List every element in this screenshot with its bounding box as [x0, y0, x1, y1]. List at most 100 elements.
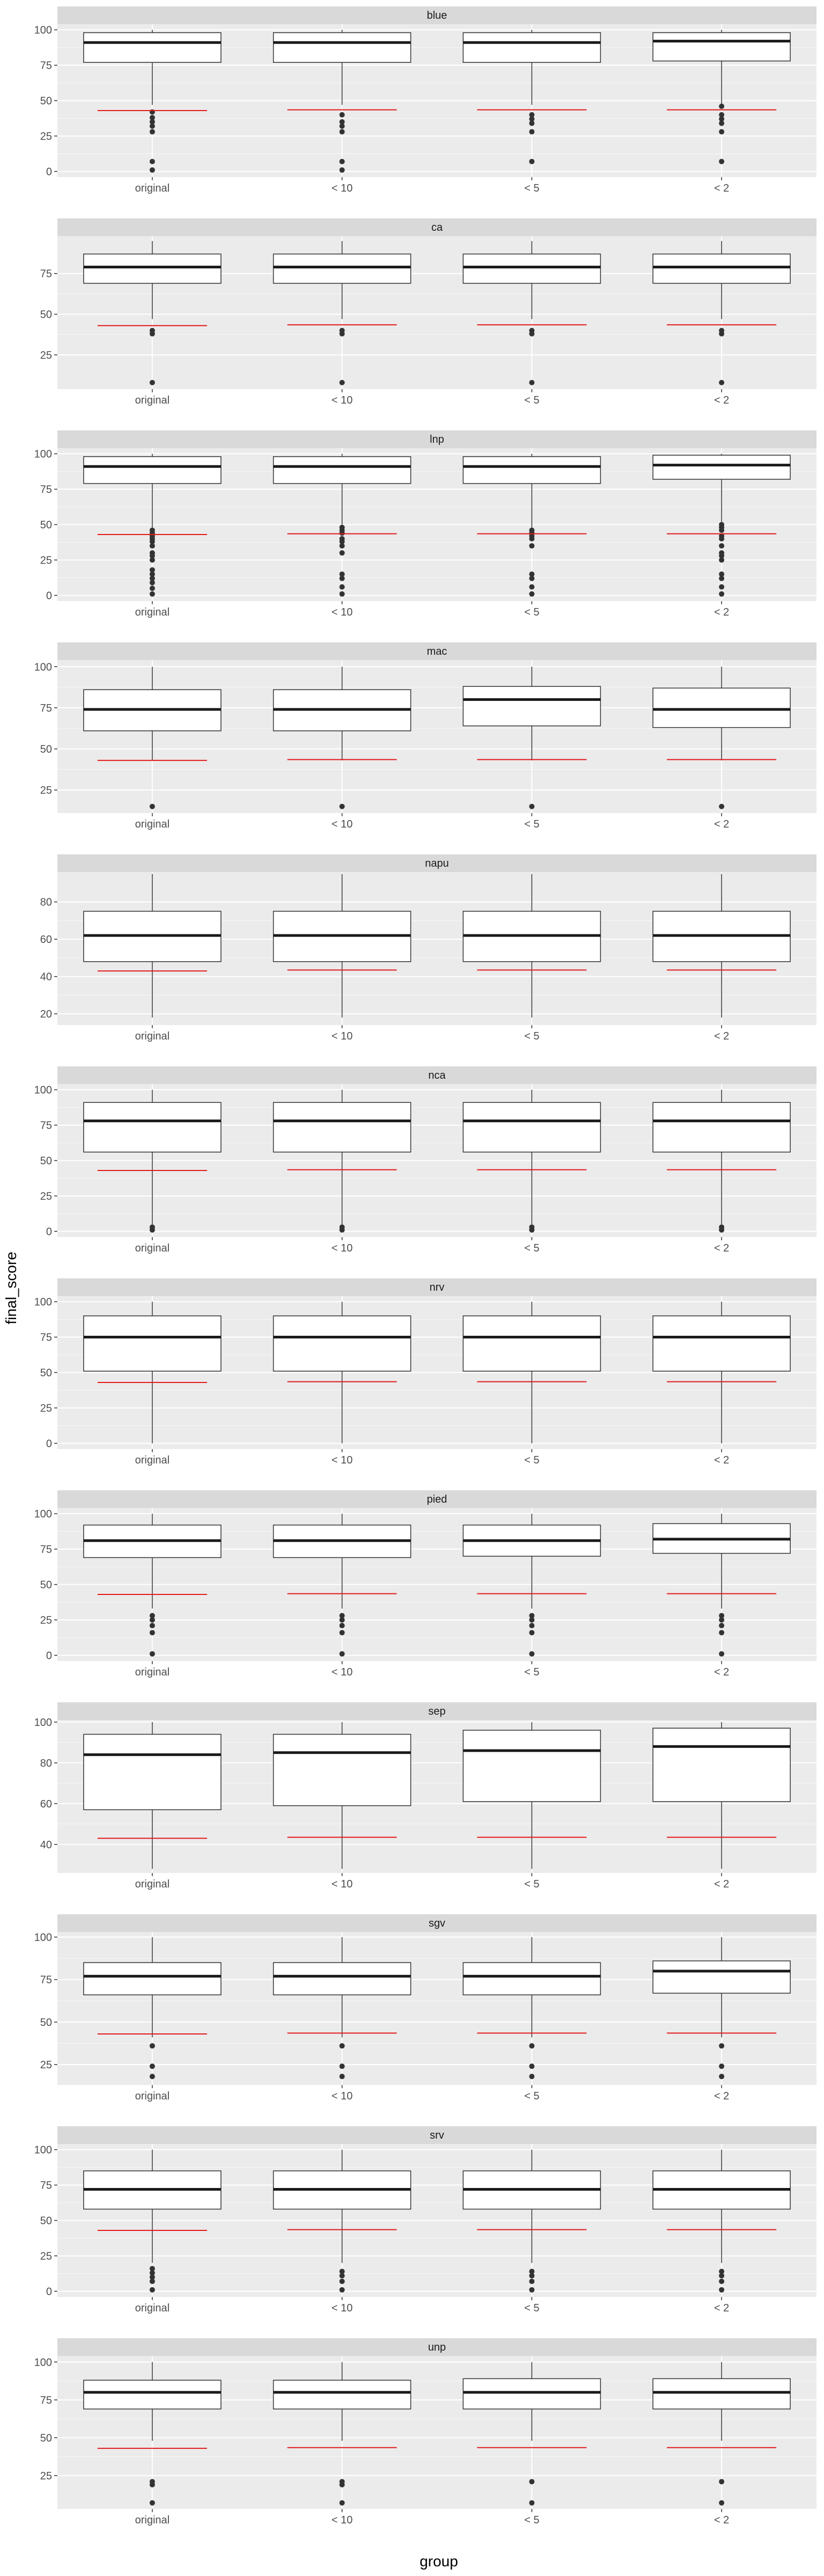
outlier-point — [339, 2074, 345, 2080]
outlier-point — [719, 1623, 725, 1629]
outlier-point — [719, 129, 725, 135]
x-tick-label: original — [135, 2514, 170, 2526]
outlier-point — [149, 553, 155, 559]
box-iqr — [273, 2380, 411, 2410]
outlier-point — [149, 567, 155, 573]
outlier-point — [529, 584, 535, 590]
outlier-point — [339, 129, 345, 135]
y-tick-label: 50 — [40, 2432, 52, 2444]
y-tick-label: 25 — [40, 1614, 52, 1626]
y-tick-label: 60 — [40, 934, 52, 946]
x-tick-label: < 2 — [714, 182, 729, 194]
outlier-point — [339, 123, 345, 129]
boxplot-5 — [462, 1513, 601, 1657]
facet-strip — [57, 1914, 816, 1932]
boxplot-5 — [462, 1301, 601, 1444]
box-iqr — [462, 1102, 601, 1153]
x-tick-label: < 10 — [332, 394, 352, 406]
box-iqr — [462, 253, 601, 284]
outlier-point — [719, 2074, 725, 2080]
boxplot-5 — [462, 1722, 601, 1869]
facet-strip-label: pied — [427, 1494, 447, 1505]
y-tick-label: 25 — [40, 130, 52, 142]
outlier-point — [719, 120, 725, 126]
x-tick-label: original — [135, 818, 170, 830]
y-tick-label: 100 — [34, 1297, 52, 1308]
outlier-point — [149, 2274, 155, 2280]
facet-strip — [57, 1702, 816, 1720]
outlier-point — [719, 575, 725, 581]
facet-strip — [57, 1278, 816, 1296]
facet-strip-label: nca — [428, 1070, 446, 1081]
outlier-point — [339, 2500, 345, 2506]
x-tick-label: original — [135, 182, 170, 194]
outlier-point — [529, 1613, 535, 1619]
outlier-point — [719, 2479, 725, 2485]
y-tick-label: 50 — [40, 1579, 52, 1591]
boxplot-10 — [273, 1513, 411, 1657]
boxplot-10 — [273, 2362, 411, 2506]
x-tick-label: < 5 — [524, 394, 539, 406]
box-iqr — [83, 1315, 222, 1372]
outlier-point — [149, 1651, 155, 1657]
facet-strip — [57, 1490, 816, 1508]
facet-strip-label: sep — [428, 1706, 445, 1717]
outlier-point — [529, 2074, 535, 2080]
outlier-point — [149, 571, 155, 577]
box-iqr — [652, 2378, 791, 2410]
facet-panels: blue 0 25 50 75 100 original < 10 < 5 < 2 ca 25 50 75… — [34, 6, 816, 2526]
outlier-point — [339, 2043, 345, 2049]
boxplot-2 — [652, 1513, 791, 1657]
x-tick-label: original — [135, 1242, 170, 1254]
outlier-point — [339, 2482, 345, 2487]
boxplot-5 — [462, 1089, 601, 1233]
x-tick-label: < 5 — [524, 1242, 539, 1254]
boxplot-original — [83, 1722, 222, 1869]
boxplot-original — [83, 1937, 222, 2080]
facet-strip-label: napu — [425, 858, 449, 869]
y-tick-label: 25 — [40, 1402, 52, 1414]
boxplot-original — [83, 453, 222, 597]
outlier-point — [719, 557, 725, 563]
y-tick-label: 50 — [40, 2017, 52, 2029]
outlier-point — [719, 1227, 725, 1233]
boxplot-original — [83, 667, 222, 809]
x-tick-label: < 5 — [524, 1878, 539, 1890]
outlier-point — [529, 2268, 535, 2274]
box-iqr — [83, 253, 222, 284]
y-tick-label: 40 — [40, 1839, 52, 1851]
outlier-point — [149, 575, 155, 581]
outlier-point — [339, 167, 345, 173]
boxplot-original — [83, 1089, 222, 1233]
y-tick-label: 100 — [34, 449, 52, 460]
y-tick-label: 80 — [40, 897, 52, 909]
outlier-point — [719, 2063, 725, 2069]
x-tick-label: < 2 — [714, 1878, 729, 1890]
outlier-point — [339, 2268, 345, 2274]
facet-panel-srv: srv 0 25 50 75 100 original < 10 < 5 < 2 — [34, 2126, 816, 2314]
y-tick-label: 50 — [40, 1155, 52, 1167]
facet-strip — [57, 6, 816, 24]
outlier-point — [719, 528, 725, 533]
box-iqr — [652, 1960, 791, 1994]
outlier-point — [149, 1617, 155, 1623]
boxplot-2 — [652, 874, 791, 1018]
facet-panel-mac: mac 25 50 75 100 original < 10 < 5 < 2 — [34, 642, 816, 830]
box-iqr — [273, 1315, 411, 1372]
facet-strip-label: ca — [431, 222, 443, 233]
box-iqr — [83, 1102, 222, 1153]
outlier-point — [149, 2266, 155, 2272]
boxplot-10 — [273, 30, 411, 173]
box-iqr — [462, 1730, 601, 1802]
facet-strip-label: nrv — [430, 1282, 445, 1293]
y-tick-label: 100 — [34, 661, 52, 673]
x-tick-label: original — [135, 1030, 170, 1042]
boxplot-10 — [273, 1301, 411, 1444]
boxplot-2 — [652, 2362, 791, 2506]
outlier-point — [719, 331, 725, 336]
y-tick-label: 25 — [40, 785, 52, 796]
outlier-point — [529, 2500, 535, 2506]
outlier-point — [529, 1623, 535, 1629]
x-tick-label: < 2 — [714, 394, 729, 406]
